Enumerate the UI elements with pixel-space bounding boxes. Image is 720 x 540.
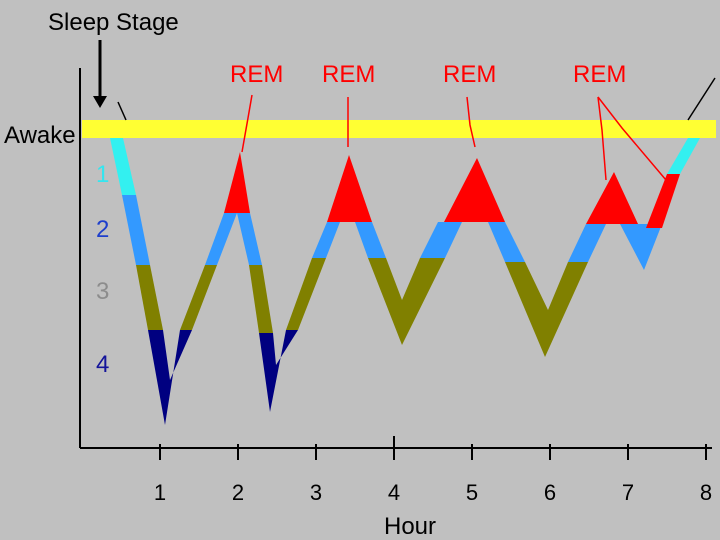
rem-pointer-line xyxy=(241,94,253,153)
x-tick-label: 5 xyxy=(466,480,478,505)
rem-band xyxy=(444,158,505,222)
rem-pointers xyxy=(241,94,667,181)
stage1-band xyxy=(667,138,700,174)
stage-4-label: 4 xyxy=(96,351,109,378)
stage-1-label: 1 xyxy=(96,161,109,188)
rem-pointer-line xyxy=(597,96,607,181)
title-arrow-head xyxy=(93,96,107,108)
stage2-band xyxy=(568,224,606,262)
stage-2-label: 2 xyxy=(96,216,109,243)
x-tick-label: 4 xyxy=(388,480,400,505)
rem-labels: REM REM REM REM xyxy=(230,61,626,88)
x-tick-label: 6 xyxy=(544,480,556,505)
stage3-band xyxy=(505,262,588,357)
rem-band xyxy=(327,155,372,222)
wake-line xyxy=(687,77,716,121)
x-tick-label: 1 xyxy=(154,480,166,505)
stage2-band xyxy=(420,222,462,258)
stage3-band xyxy=(249,265,273,333)
stage2-band xyxy=(122,195,150,265)
rem-band xyxy=(646,174,680,228)
stage3-band xyxy=(180,265,217,330)
stage4-band xyxy=(148,330,192,425)
stage2-band xyxy=(312,222,340,258)
stage-3-label: 3 xyxy=(96,278,109,305)
awake-label: Awake xyxy=(4,122,76,149)
stage2-band xyxy=(355,222,386,258)
x-tick-label: 7 xyxy=(622,480,634,505)
rem-pointer-line xyxy=(597,96,667,181)
stage4-band xyxy=(259,330,298,412)
rem-label: REM xyxy=(573,61,626,88)
x-axis-ticks xyxy=(159,436,707,460)
stage1-band xyxy=(110,138,136,195)
awake-band xyxy=(82,120,716,138)
sleep-waveform xyxy=(110,138,700,425)
sleep-onset-line xyxy=(117,101,127,121)
x-axis-title: Hour xyxy=(384,513,436,540)
stage3-band xyxy=(136,265,163,330)
rem-label: REM xyxy=(443,61,496,88)
stage2-band xyxy=(620,224,662,270)
stage2-band xyxy=(488,222,525,262)
stage2-band xyxy=(237,213,262,265)
stage3-band xyxy=(368,258,445,345)
rem-label: REM xyxy=(322,61,375,88)
x-tick-label: 3 xyxy=(310,480,322,505)
stage2-band xyxy=(205,213,237,265)
rem-band xyxy=(586,172,638,224)
stage3-band xyxy=(286,258,326,330)
x-tick-label: 2 xyxy=(232,480,244,505)
rem-pointer-line xyxy=(466,96,476,148)
rem-label: REM xyxy=(230,61,283,88)
rem-band xyxy=(224,152,250,213)
diagram-title: Sleep Stage xyxy=(48,9,179,36)
x-tick-label: 8 xyxy=(700,480,712,505)
x-tick-labels: 1 2 3 4 5 6 7 8 xyxy=(154,480,712,505)
